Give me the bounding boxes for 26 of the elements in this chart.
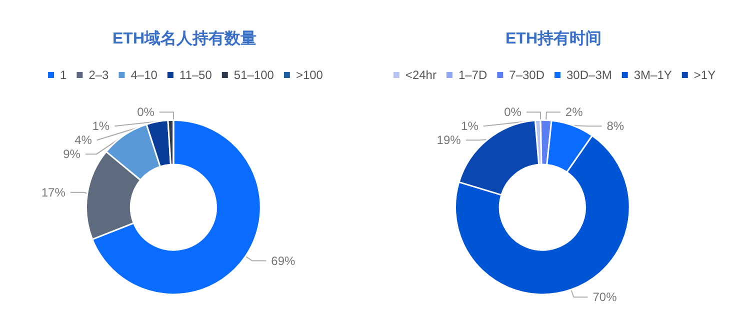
legend-label: 11–50 (179, 68, 212, 82)
legend-label: 51–100 (234, 68, 274, 82)
chart-title: ETH持有时间 (506, 30, 602, 48)
data-label: 19% (436, 133, 462, 148)
data-label: 9% (63, 147, 81, 162)
data-label: 69% (271, 254, 296, 268)
data-label: 1% (461, 119, 479, 134)
legend-label: <24hr (405, 68, 436, 82)
legend-label: 2–3 (88, 68, 110, 82)
text: 0% (137, 105, 154, 120)
data-label: 4% (74, 133, 92, 148)
legend-label: 7–30D (509, 68, 545, 82)
legend-label: >1Y (694, 68, 716, 82)
chart-title: ETH域名人持有数量 (112, 30, 256, 48)
data-label: 2% (565, 105, 584, 120)
data-label: 17% (41, 185, 66, 200)
legend-label: 1–7D (458, 68, 488, 82)
data-label: 8% (606, 119, 624, 134)
legend-label: 30D–3M (566, 68, 612, 82)
legend-label: 3M–1Y (634, 68, 672, 82)
text: 0% (504, 105, 522, 120)
data-label: 70% (592, 290, 618, 304)
legend-label: 4–10 (130, 68, 158, 82)
legend-label: 1 (60, 68, 68, 82)
data-label: 1% (92, 119, 110, 134)
legend-label: >100 (296, 68, 324, 82)
